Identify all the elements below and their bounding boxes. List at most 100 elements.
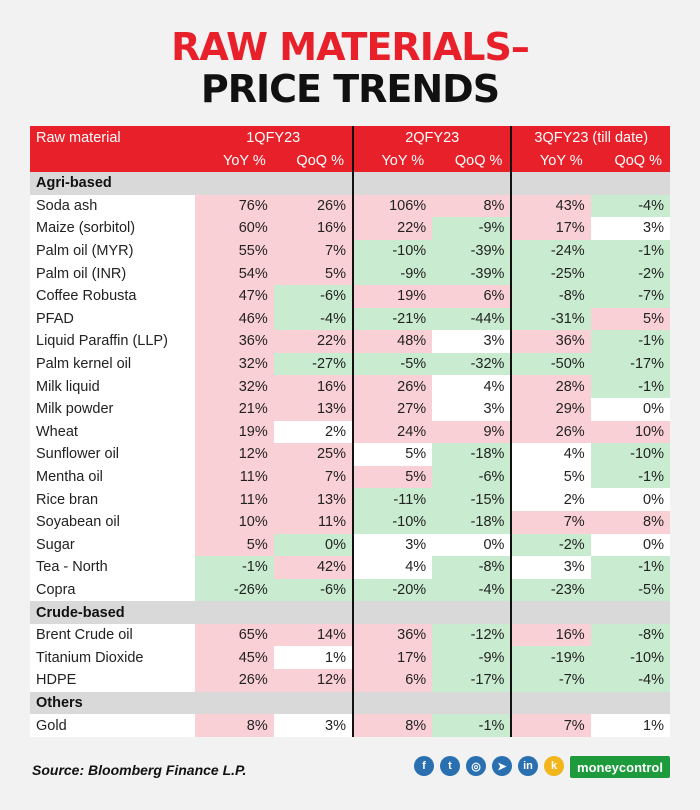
section-cell [351,172,433,195]
row-label: Sugar [36,536,75,553]
value-cell: 25% [273,443,353,466]
section-cell [194,172,274,195]
header-qoq: QoQ % [590,150,670,172]
value-cell: 3% [510,556,591,579]
value-cell: 21% [194,397,274,421]
value-cell: 0% [590,397,670,421]
value-cell: -6% [432,465,512,489]
value-cell: 12% [194,443,274,466]
value-cell: 0% [432,533,512,557]
linkedin-icon[interactable]: in [518,756,538,776]
table-row: Milk liquid 32% 16% 26% 4% 28% -1% [30,375,670,398]
row-label: Milk powder [36,401,114,418]
value-cell: 2% [273,420,353,444]
value-cell: 10% [194,510,274,534]
header-yoy: YoY % [194,150,274,172]
row-label: Maize (sorbitol) [36,220,136,237]
section-cell [432,601,512,624]
value-cell: 26% [273,194,353,218]
value-cell: 5% [273,262,353,285]
value-cell: -7% [590,284,670,308]
table-row: Coffee Robusta 47% -6% 19% 6% -8% -7% [30,284,670,308]
section-cell [590,601,670,624]
value-cell: 11% [194,488,274,511]
value-cell: 1% [590,714,670,737]
section-title: Crude-based [30,601,195,624]
value-cell: 45% [194,646,274,670]
table-row: Gold 8% 3% 8% -1% 7% 1% [30,714,670,737]
table-row: Rice bran 11% 13% -11% -15% 2% 0% [30,488,670,511]
section-cell [273,601,353,624]
table-row: Wheat 19% 2% 24% 9% 26% 10% [30,420,670,444]
value-cell: 17% [510,217,591,240]
value-cell: 8% [590,510,670,534]
value-cell: -12% [432,623,512,647]
section-title: Others [30,691,195,715]
value-cell: 28% [510,375,591,398]
value-cell: 5% [351,465,433,489]
value-cell: -17% [432,669,512,692]
row-label: Sunflower oil [36,446,120,463]
table-row: Tea - North -1% 42% 4% -8% 3% -1% [30,556,670,579]
row-label: Palm kernel oil [36,356,132,373]
value-cell: -23% [510,578,591,602]
value-cell: 8% [432,194,512,218]
value-cell: -26% [194,578,274,602]
value-cell: -18% [432,510,512,534]
row-label: Titanium Dioxide [36,649,144,666]
value-cell: -32% [432,352,512,376]
value-cell: 7% [273,465,353,489]
value-cell: 26% [351,375,433,398]
twitter-icon[interactable]: t [440,756,460,776]
value-cell: 60% [194,217,274,240]
section-cell [194,601,274,624]
value-cell: 26% [510,420,591,444]
section-cell [194,691,274,715]
row-label: Soda ash [36,197,98,214]
value-cell: 36% [351,623,433,647]
section-cell [351,601,433,624]
section-row: Crude-based [30,601,670,624]
value-cell: 36% [510,330,591,353]
title-line2: PRICE TRENDS [200,67,500,111]
header-yoy: YoY % [510,150,591,172]
value-cell: 36% [194,330,274,353]
section-cell [510,172,591,195]
value-cell: -44% [432,307,512,331]
facebook-icon[interactable]: f [414,756,434,776]
value-cell: -50% [510,352,591,376]
value-cell: 0% [590,533,670,557]
value-cell: 8% [351,714,433,737]
table-row: Palm oil (MYR) 55% 7% -10% -39% -24% -1% [30,239,670,263]
value-cell: 16% [510,623,591,647]
value-cell: -2% [590,262,670,285]
moneycontrol-logo[interactable]: moneycontrol [570,756,670,778]
social-icons: f t ◎ ➤ in k [414,756,564,776]
value-cell: 0% [273,533,353,557]
header-qoq: QoQ % [273,150,353,172]
value-cell: -1% [432,714,512,737]
value-cell: -18% [432,443,512,466]
value-cell: -31% [510,307,591,331]
instagram-icon[interactable]: ◎ [466,756,486,776]
value-cell: 16% [273,375,353,398]
value-cell: 11% [273,510,353,534]
table-row: Palm kernel oil 32% -27% -5% -32% -50% -17% [30,352,670,376]
koo-icon[interactable]: k [544,756,564,776]
value-cell: 47% [194,284,274,308]
value-cell: -1% [590,375,670,398]
value-cell: 5% [194,533,274,557]
value-cell: -10% [351,239,433,263]
table-row: Mentha oil 11% 7% 5% -6% 5% -1% [30,465,670,489]
telegram-icon[interactable]: ➤ [492,756,512,776]
value-cell: 27% [351,397,433,421]
value-cell: 12% [273,669,353,692]
row-label: PFAD [36,310,74,327]
value-cell: -10% [590,646,670,670]
value-cell: 17% [351,646,433,670]
value-cell: -10% [590,443,670,466]
price-table: Raw material 1QFY23 2QFY23 3QFY23 (till … [30,126,670,737]
value-cell: 0% [590,488,670,511]
value-cell: -20% [351,578,433,602]
value-cell: -9% [351,262,433,285]
